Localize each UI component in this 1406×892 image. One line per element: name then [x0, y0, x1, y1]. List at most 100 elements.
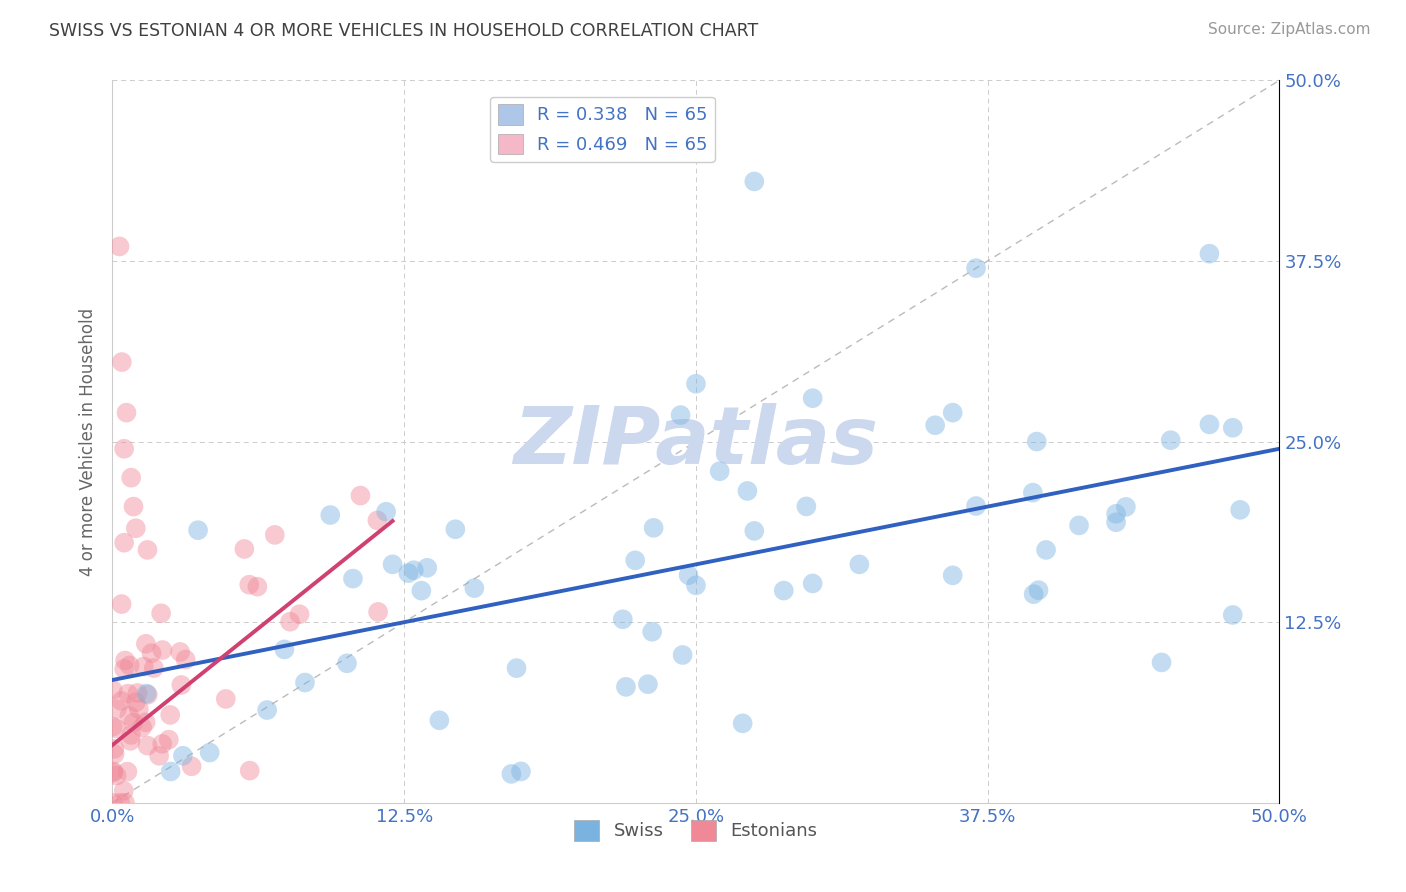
Point	[152, 643, 174, 657]
Point	[108, 239, 131, 253]
Point	[148, 748, 170, 763]
Point	[288, 607, 311, 622]
Legend: Swiss, Estonians: Swiss, Estonians	[567, 813, 825, 848]
Point	[117, 764, 139, 779]
Point	[737, 483, 759, 498]
Point	[157, 732, 180, 747]
Point	[744, 174, 766, 188]
Point	[942, 568, 965, 582]
Point	[150, 607, 173, 621]
Point	[1028, 583, 1050, 598]
Point	[135, 687, 157, 701]
Point	[342, 572, 364, 586]
Point	[127, 686, 149, 700]
Point	[1222, 607, 1244, 622]
Point	[112, 442, 135, 456]
Point	[135, 637, 157, 651]
Point	[159, 764, 181, 779]
Point	[110, 597, 132, 611]
Point	[801, 391, 824, 405]
Point	[416, 561, 439, 575]
Point	[336, 657, 359, 671]
Point	[239, 764, 262, 778]
Point	[965, 261, 987, 276]
Point	[624, 553, 647, 567]
Point	[1067, 518, 1090, 533]
Point	[294, 675, 316, 690]
Point	[1150, 656, 1173, 670]
Point	[101, 720, 124, 734]
Point	[278, 615, 301, 629]
Point	[641, 624, 664, 639]
Point	[637, 677, 659, 691]
Point	[112, 535, 135, 549]
Point	[111, 355, 134, 369]
Point	[125, 695, 148, 709]
Point	[411, 583, 433, 598]
Point	[128, 702, 150, 716]
Point	[120, 470, 142, 484]
Point	[172, 748, 194, 763]
Point	[115, 406, 138, 420]
Point	[381, 558, 404, 572]
Point	[671, 648, 693, 662]
Point	[105, 722, 128, 736]
Point	[135, 715, 157, 730]
Point	[375, 505, 398, 519]
Point	[114, 796, 136, 810]
Point	[101, 682, 124, 697]
Point	[198, 746, 221, 760]
Point	[709, 464, 731, 478]
Point	[685, 376, 707, 391]
Point	[1025, 434, 1047, 449]
Point	[1115, 500, 1137, 514]
Point	[141, 646, 163, 660]
Point	[612, 612, 634, 626]
Point	[118, 658, 141, 673]
Point	[136, 739, 159, 753]
Point	[965, 499, 987, 513]
Point	[103, 747, 125, 761]
Point	[1222, 421, 1244, 435]
Text: SWISS VS ESTONIAN 4 OR MORE VEHICLES IN HOUSEHOLD CORRELATION CHART: SWISS VS ESTONIAN 4 OR MORE VEHICLES IN …	[49, 22, 758, 40]
Point	[744, 524, 766, 538]
Point	[263, 528, 285, 542]
Text: ZIPatlas: ZIPatlas	[513, 402, 879, 481]
Point	[110, 796, 132, 810]
Point	[273, 642, 295, 657]
Point	[367, 605, 389, 619]
Point	[1198, 417, 1220, 432]
Point	[678, 568, 700, 582]
Point	[114, 653, 136, 667]
Point	[444, 522, 467, 536]
Point	[924, 418, 946, 433]
Point	[122, 500, 145, 514]
Point	[396, 566, 419, 581]
Point	[136, 542, 159, 557]
Point	[1105, 507, 1128, 521]
Point	[117, 687, 139, 701]
Point	[463, 581, 485, 595]
Text: Source: ZipAtlas.com: Source: ZipAtlas.com	[1208, 22, 1371, 37]
Point	[1229, 503, 1251, 517]
Point	[772, 583, 794, 598]
Point	[174, 652, 197, 666]
Point	[233, 541, 256, 556]
Point	[169, 645, 191, 659]
Point	[101, 796, 124, 810]
Point	[187, 523, 209, 537]
Point	[120, 728, 142, 742]
Point	[105, 768, 128, 782]
Point	[510, 764, 533, 779]
Point	[125, 521, 148, 535]
Point	[614, 680, 637, 694]
Point	[110, 694, 132, 708]
Point	[136, 688, 159, 702]
Point	[180, 759, 202, 773]
Point	[131, 720, 153, 734]
Point	[1022, 587, 1045, 601]
Point	[122, 715, 145, 730]
Point	[150, 737, 173, 751]
Point	[349, 489, 371, 503]
Point	[101, 765, 124, 780]
